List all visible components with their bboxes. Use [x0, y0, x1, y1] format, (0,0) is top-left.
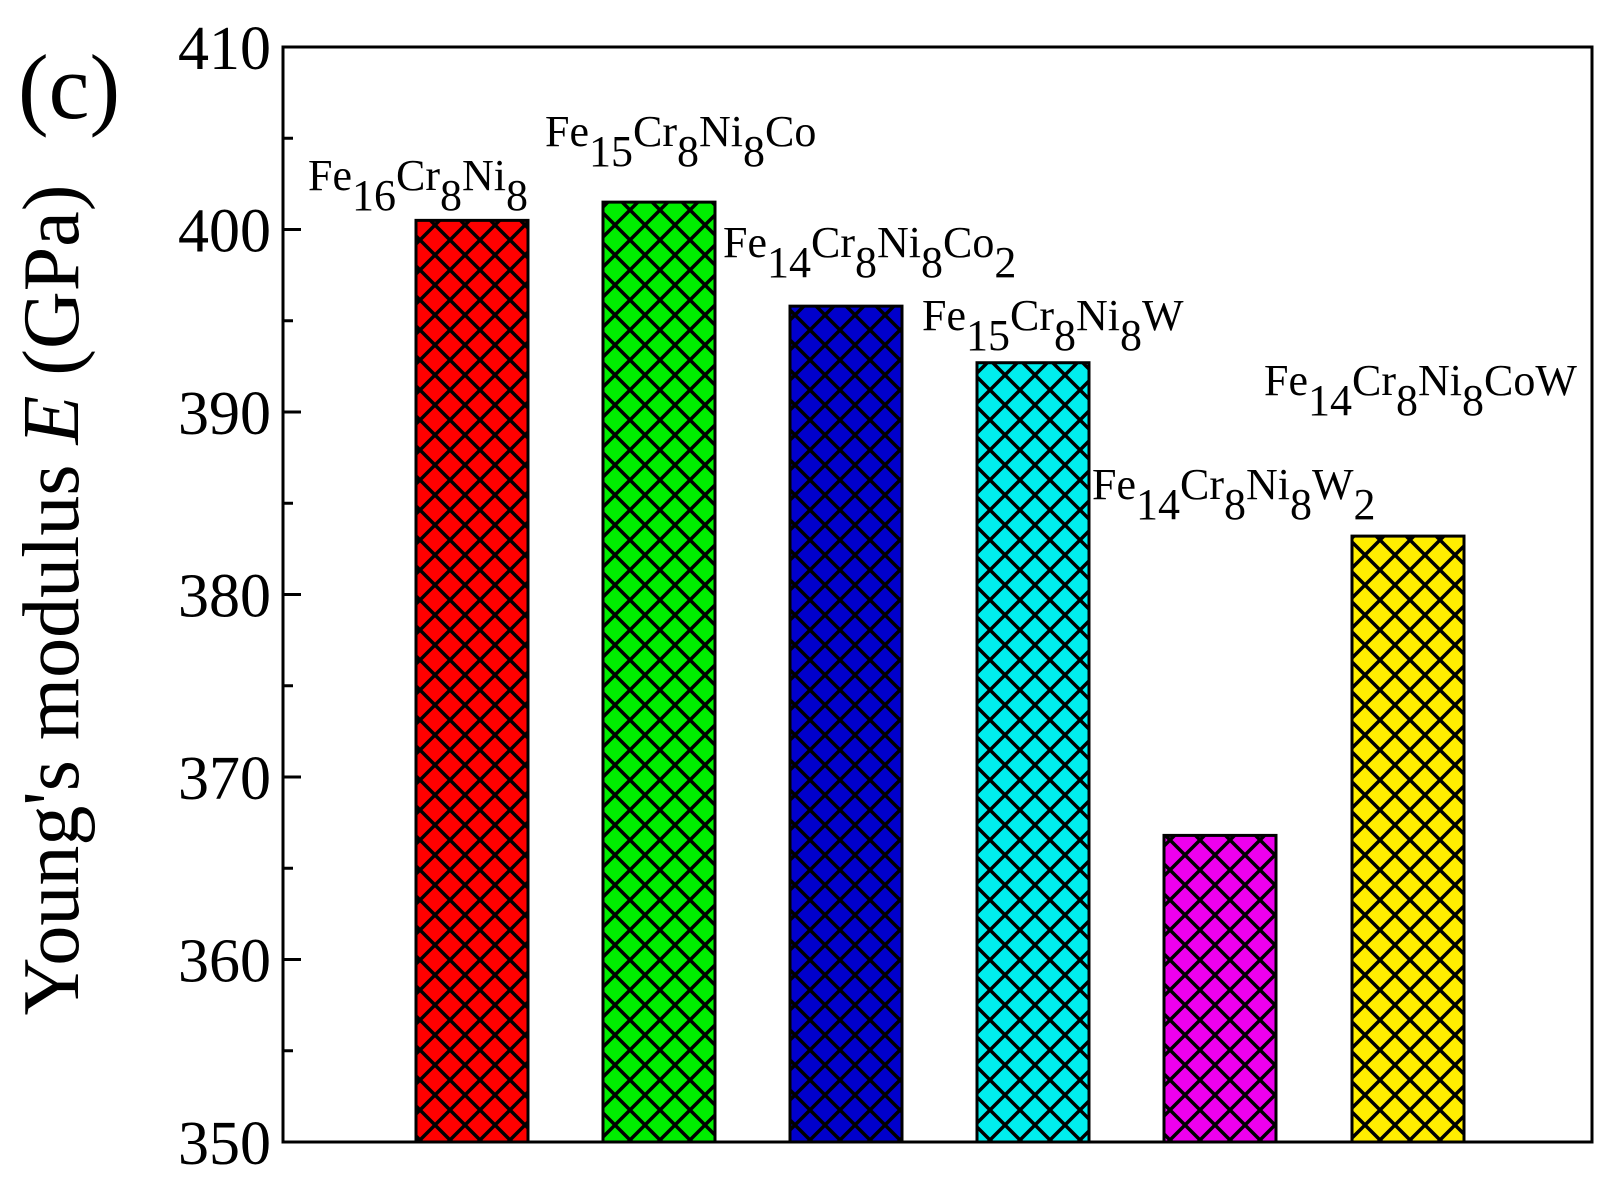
- y-tick-label: 400: [178, 198, 271, 266]
- bar-label: Fe14Cr8Ni8CoW: [1264, 356, 1577, 425]
- y-axis-title-text: Young's modulus: [8, 445, 96, 1016]
- y-tick-label: 390: [178, 380, 271, 448]
- y-tick-label: 380: [178, 563, 271, 631]
- y-axis-title-unit: (GPa): [8, 185, 96, 396]
- panel-label: (c): [18, 36, 120, 138]
- bar-hatch: [601, 200, 717, 1144]
- y-axis-title: Young's modulus E (GPa): [8, 185, 96, 1016]
- bar: [788, 304, 904, 1144]
- y-axis-title-symbol: E: [8, 396, 96, 446]
- bar: [1350, 534, 1466, 1144]
- y-axis: 350 360 370 380 390 400 410: [178, 15, 301, 1178]
- bar-hatch: [1162, 833, 1278, 1144]
- y-tick-label: 350: [178, 1110, 271, 1178]
- bar-label: Fe14Cr8Ni8W2: [1092, 460, 1376, 529]
- bar-hatch: [788, 304, 904, 1144]
- bar: [601, 200, 717, 1144]
- y-tick-label: 360: [178, 928, 271, 996]
- bars: [414, 200, 1466, 1144]
- bar-label: Fe14Cr8Ni8Co2: [723, 218, 1016, 287]
- bar-label: Fe16Cr8Ni8: [308, 151, 528, 220]
- y-tick-label: 410: [178, 15, 271, 83]
- bar: [975, 361, 1091, 1144]
- bar-hatch: [1350, 534, 1466, 1144]
- bar-label: Fe15Cr8Ni8Co: [545, 107, 816, 176]
- bar: [414, 218, 530, 1144]
- bar: [1162, 833, 1278, 1144]
- bar-hatch: [414, 218, 530, 1144]
- y-tick-label: 370: [178, 745, 271, 813]
- bar-hatch: [975, 361, 1091, 1144]
- bar-label: Fe15Cr8Ni8W: [922, 291, 1184, 360]
